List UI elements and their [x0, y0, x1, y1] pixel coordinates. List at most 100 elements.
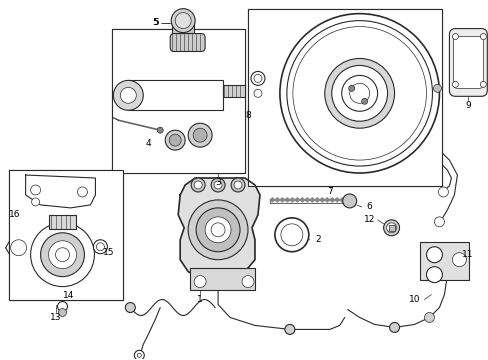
Text: 13: 13 [50, 313, 61, 322]
Polygon shape [299, 198, 304, 202]
Circle shape [204, 217, 230, 243]
Circle shape [438, 187, 447, 197]
Text: 9: 9 [465, 101, 470, 110]
Polygon shape [285, 198, 289, 202]
Circle shape [194, 181, 202, 189]
FancyBboxPatch shape [452, 37, 482, 88]
Circle shape [188, 123, 212, 147]
Circle shape [175, 13, 191, 28]
Bar [247, 9, 442, 186]
Circle shape [56, 248, 69, 262]
Circle shape [211, 223, 224, 237]
Circle shape [24, 217, 100, 293]
Circle shape [77, 187, 87, 197]
Circle shape [324, 58, 394, 128]
Circle shape [193, 128, 207, 142]
Bar [9, 170, 123, 300]
Bar [128, 80, 223, 110]
Text: 15: 15 [102, 248, 114, 257]
Circle shape [165, 130, 185, 150]
Circle shape [292, 27, 426, 160]
Circle shape [137, 353, 141, 357]
Circle shape [426, 247, 442, 263]
Circle shape [451, 253, 466, 267]
Circle shape [479, 33, 486, 40]
Text: 10: 10 [408, 295, 419, 304]
Circle shape [59, 309, 66, 316]
Circle shape [433, 217, 444, 227]
Circle shape [253, 89, 262, 97]
Circle shape [286, 21, 431, 166]
Polygon shape [178, 178, 260, 278]
Circle shape [169, 134, 181, 146]
Circle shape [194, 276, 205, 288]
Circle shape [120, 87, 136, 103]
Circle shape [280, 224, 302, 246]
Bar [128, 80, 223, 110]
Text: 5: 5 [153, 18, 159, 27]
Circle shape [234, 181, 242, 189]
Circle shape [157, 127, 163, 133]
Circle shape [191, 178, 204, 192]
Circle shape [214, 181, 222, 189]
Circle shape [96, 243, 104, 251]
Circle shape [451, 81, 457, 87]
Circle shape [426, 267, 442, 283]
Circle shape [171, 9, 195, 32]
Text: 12: 12 [363, 215, 375, 224]
Bar [223, 85, 244, 97]
Polygon shape [304, 198, 309, 202]
Circle shape [11, 240, 26, 256]
Circle shape [432, 84, 441, 92]
Circle shape [250, 71, 264, 85]
Bar [9, 170, 123, 300]
Polygon shape [269, 198, 274, 202]
Polygon shape [279, 198, 285, 202]
Circle shape [113, 80, 143, 110]
Circle shape [424, 312, 433, 323]
Circle shape [58, 302, 67, 311]
Polygon shape [294, 198, 299, 202]
Circle shape [48, 241, 76, 269]
Polygon shape [314, 198, 319, 202]
Circle shape [342, 194, 356, 208]
Circle shape [383, 220, 399, 236]
Bar [190, 268, 254, 289]
FancyBboxPatch shape [448, 28, 487, 96]
Polygon shape [145, 41, 229, 118]
Circle shape [196, 208, 240, 252]
Circle shape [279, 14, 439, 173]
Polygon shape [289, 198, 294, 202]
Circle shape [242, 276, 253, 288]
Bar [247, 9, 442, 186]
Circle shape [134, 350, 144, 360]
Polygon shape [334, 198, 339, 202]
Circle shape [451, 33, 457, 40]
Circle shape [188, 200, 247, 260]
Bar [388, 225, 394, 231]
Circle shape [386, 223, 396, 233]
Bar [48, 215, 76, 229]
Bar [419, 242, 468, 280]
Circle shape [230, 178, 244, 192]
Text: 4: 4 [145, 139, 151, 148]
Circle shape [274, 218, 308, 252]
Circle shape [93, 240, 107, 254]
Circle shape [341, 75, 377, 111]
Text: 14: 14 [62, 291, 74, 300]
Text: 8: 8 [244, 111, 250, 120]
Polygon shape [274, 198, 279, 202]
Circle shape [348, 85, 354, 91]
Polygon shape [319, 198, 324, 202]
Bar [112, 28, 244, 173]
Text: 2: 2 [314, 235, 320, 244]
Circle shape [31, 223, 94, 287]
Text: 1: 1 [197, 295, 203, 304]
Polygon shape [339, 198, 344, 202]
Circle shape [279, 14, 439, 173]
Text: 11: 11 [461, 250, 472, 259]
Circle shape [349, 84, 369, 103]
Circle shape [31, 185, 41, 195]
Circle shape [361, 98, 367, 104]
Circle shape [331, 66, 387, 121]
